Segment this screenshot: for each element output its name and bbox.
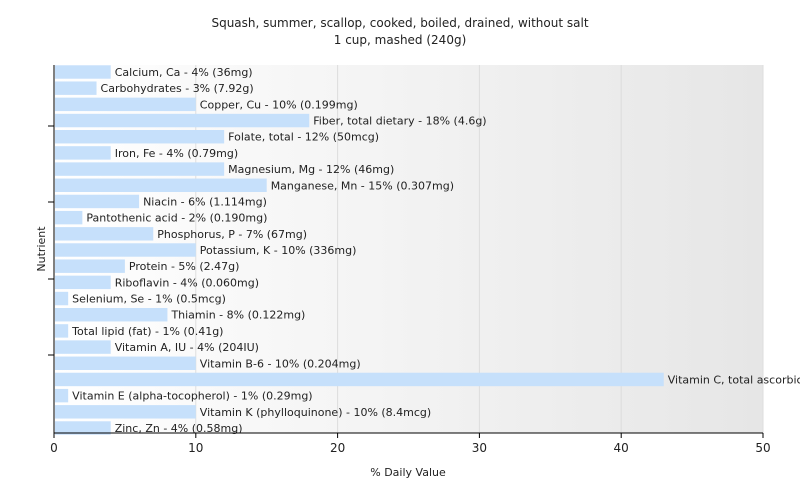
- bar-label: Vitamin C, total ascorbic acid - 43% (25…: [668, 373, 800, 386]
- bar: [55, 259, 125, 273]
- bar: [55, 356, 196, 370]
- bar: [55, 291, 69, 306]
- bar: [55, 113, 310, 128]
- chart-subtitle: 1 cup, mashed (240g): [334, 33, 467, 47]
- bar-label: Vitamin B-6 - 10% (0.204mg): [200, 357, 361, 370]
- bar: [55, 372, 664, 387]
- bar: [55, 227, 154, 241]
- bar: [55, 162, 225, 176]
- bar-label: Calcium, Ca - 4% (36mg): [115, 66, 253, 79]
- bar-label: Manganese, Mn - 15% (0.307mg): [271, 179, 454, 192]
- bar-label: Magnesium, Mg - 12% (46mg): [228, 163, 394, 176]
- bar: [55, 178, 267, 192]
- bar-label: Total lipid (fat) - 1% (0.41g): [71, 325, 223, 338]
- x-tick-label: 30: [472, 441, 487, 455]
- bars: [55, 65, 664, 435]
- bar: [55, 194, 140, 209]
- axes: [48, 65, 764, 438]
- bar-label: Carbohydrates - 3% (7.92g): [101, 82, 254, 95]
- x-tick-labels: 0 10 20 30 40 50: [50, 441, 770, 455]
- bar-label: Iron, Fe - 4% (0.79mg): [115, 147, 238, 160]
- chart-title: Squash, summer, scallop, cooked, boiled,…: [211, 16, 588, 30]
- bar: [55, 340, 111, 354]
- bar: [55, 388, 69, 403]
- y-axis-label: Nutrient: [35, 226, 48, 272]
- bar-label: Vitamin K (phylloquinone) - 10% (8.4mcg): [200, 406, 431, 419]
- bar-label: Protein - 5% (2.47g): [129, 260, 240, 273]
- bar-label: Vitamin A, IU - 4% (204IU): [115, 341, 259, 354]
- bar: [55, 243, 196, 257]
- bar-label: Copper, Cu - 10% (0.199mg): [200, 98, 358, 111]
- bar: [55, 81, 97, 95]
- bar: [55, 210, 83, 225]
- bar-label: Pantothenic acid - 2% (0.190mg): [86, 212, 267, 225]
- x-tick-label: 0: [50, 441, 58, 455]
- bar-label: Niacin - 6% (1.114mg): [143, 195, 267, 208]
- bar: [55, 405, 196, 419]
- bar-label: Riboflavin - 4% (0.060mg): [115, 276, 259, 289]
- bar-label: Thiamin - 8% (0.122mg): [170, 309, 305, 322]
- bar: [55, 275, 111, 290]
- bar: [55, 308, 168, 322]
- bar-label: Fiber, total dietary - 18% (4.6g): [313, 115, 486, 128]
- bar-label: Vitamin E (alpha-tocopherol) - 1% (0.29m…: [72, 390, 312, 403]
- bar-label: Zinc, Zn - 4% (0.58mg): [115, 422, 243, 435]
- bar-label: Selenium, Se - 1% (0.5mcg): [72, 293, 226, 306]
- bar: [55, 130, 225, 144]
- x-axis-label: % Daily Value: [370, 466, 446, 479]
- x-tick-label: 40: [614, 441, 629, 455]
- bar: [55, 324, 69, 338]
- bar: [55, 421, 111, 435]
- bar-label: Phosphorus, P - 7% (67mg): [157, 228, 307, 241]
- bar: [55, 97, 196, 112]
- x-tick-label: 10: [188, 441, 203, 455]
- x-tick-label: 50: [755, 441, 770, 455]
- bar-label: Potassium, K - 10% (336mg): [200, 244, 357, 257]
- bar: [55, 146, 111, 160]
- x-tick-label: 20: [330, 441, 345, 455]
- bar-labels: Calcium, Ca - 4% (36mg) Carbohydrates - 3…: [71, 66, 800, 435]
- bar-label: Folate, total - 12% (50mcg): [228, 131, 379, 144]
- bar: [55, 65, 111, 79]
